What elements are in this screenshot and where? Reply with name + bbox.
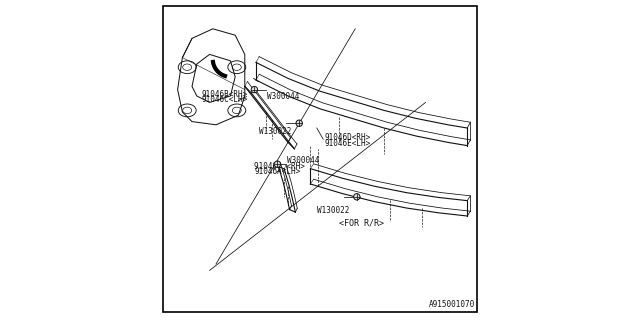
Circle shape xyxy=(251,86,257,93)
Circle shape xyxy=(354,194,360,200)
Text: W130022: W130022 xyxy=(317,206,349,215)
Text: A915001070: A915001070 xyxy=(429,300,475,309)
Text: W130022: W130022 xyxy=(259,127,292,136)
Text: 91046A<LH>: 91046A<LH> xyxy=(254,167,301,176)
Circle shape xyxy=(296,120,302,126)
Text: 91046D<RH>: 91046D<RH> xyxy=(325,133,371,142)
Text: W300044: W300044 xyxy=(267,92,299,101)
Text: 91046B<RH>: 91046B<RH> xyxy=(202,90,248,99)
Text: W300044: W300044 xyxy=(287,156,320,165)
Text: <FOR R/R>: <FOR R/R> xyxy=(339,219,384,228)
Circle shape xyxy=(275,161,280,167)
Text: 91046E<LH>: 91046E<LH> xyxy=(325,139,371,148)
Text: 91046  <RH>: 91046 <RH> xyxy=(254,162,305,171)
Text: 91046C<LH>: 91046C<LH> xyxy=(202,95,248,104)
